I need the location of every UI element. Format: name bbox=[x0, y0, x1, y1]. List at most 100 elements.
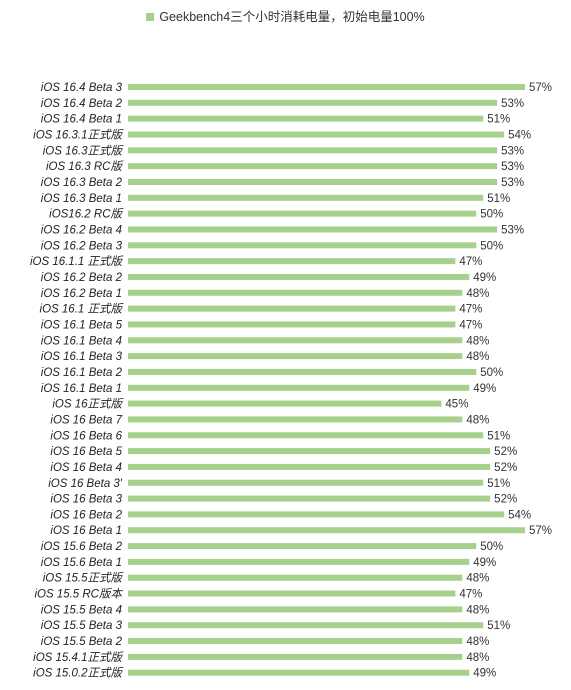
bar bbox=[128, 178, 498, 185]
category-label: iOS 16.2 Beta 2 bbox=[41, 272, 123, 284]
value-label: 51% bbox=[487, 478, 510, 490]
value-label: 53% bbox=[501, 177, 524, 189]
value-label: 52% bbox=[494, 462, 517, 474]
value-label: 48% bbox=[466, 288, 489, 300]
bar bbox=[128, 384, 470, 391]
category-label: iOS 16.1 Beta 5 bbox=[41, 319, 123, 331]
category-label: iOS 16.1.1 正式版 bbox=[30, 255, 125, 268]
category-label: iOS 16 Beta 5 bbox=[50, 446, 122, 458]
category-label: iOS 16 Beta 3' bbox=[48, 478, 123, 490]
bar bbox=[128, 194, 484, 201]
value-label: 52% bbox=[494, 494, 517, 506]
category-label: iOS 16.2 Beta 3 bbox=[41, 240, 123, 252]
value-label: 48% bbox=[466, 636, 489, 648]
value-label: 48% bbox=[466, 604, 489, 616]
value-label: 49% bbox=[473, 383, 496, 395]
value-label: 51% bbox=[487, 430, 510, 442]
category-label: iOS 16 Beta 4 bbox=[50, 462, 122, 474]
bar bbox=[128, 368, 477, 375]
value-label: 50% bbox=[480, 209, 503, 221]
bar bbox=[128, 527, 525, 534]
category-label: iOS 16.4 Beta 2 bbox=[41, 98, 123, 110]
category-label: iOS 16.1 Beta 4 bbox=[41, 335, 122, 347]
value-label: 49% bbox=[473, 272, 496, 284]
bar bbox=[128, 258, 456, 265]
bar bbox=[128, 147, 498, 154]
category-label: iOS 16.1 Beta 1 bbox=[41, 383, 122, 395]
bar bbox=[128, 606, 463, 613]
value-label: 53% bbox=[501, 145, 524, 157]
value-label: 49% bbox=[473, 668, 496, 680]
category-label: iOS 15.6 Beta 1 bbox=[41, 557, 122, 569]
bar bbox=[128, 289, 463, 296]
value-label: 57% bbox=[529, 82, 552, 94]
category-label: iOS 16 Beta 2 bbox=[50, 509, 122, 521]
bar bbox=[128, 574, 463, 581]
bar bbox=[128, 653, 463, 660]
value-label: 48% bbox=[466, 414, 489, 426]
category-label: iOS 16.1 Beta 2 bbox=[41, 367, 123, 379]
bar bbox=[128, 321, 456, 328]
bar bbox=[128, 242, 477, 249]
bar bbox=[128, 479, 484, 486]
value-label: 48% bbox=[466, 573, 489, 585]
category-label: iOS 15.5 Beta 2 bbox=[41, 636, 123, 648]
value-label: 49% bbox=[473, 557, 496, 569]
bar bbox=[128, 511, 505, 518]
category-label: iOS 16 Beta 3 bbox=[50, 494, 122, 506]
value-label: 52% bbox=[494, 446, 517, 458]
value-label: 50% bbox=[480, 541, 503, 553]
category-label: iOS 16.3 Beta 2 bbox=[41, 177, 123, 189]
value-label: 48% bbox=[466, 351, 489, 363]
value-label: 47% bbox=[459, 304, 482, 316]
value-label: 47% bbox=[459, 319, 482, 331]
category-label: iOS 15.5正式版 bbox=[43, 572, 125, 585]
category-label: iOS 16.3正式版 bbox=[43, 144, 125, 157]
bar bbox=[128, 226, 498, 233]
value-label: 50% bbox=[480, 367, 503, 379]
category-label: iOS 16.1 正式版 bbox=[40, 303, 125, 316]
category-label: iOS 15.4.1正式版 bbox=[33, 651, 124, 664]
value-label: 54% bbox=[508, 509, 531, 521]
bar bbox=[128, 84, 525, 90]
bar bbox=[128, 115, 484, 122]
bar bbox=[128, 463, 491, 470]
value-label: 47% bbox=[459, 256, 482, 268]
category-label: iOS 15.5 Beta 3 bbox=[41, 620, 123, 632]
value-label: 53% bbox=[501, 224, 524, 236]
bar bbox=[128, 543, 477, 550]
bar bbox=[128, 210, 477, 217]
bar bbox=[128, 448, 491, 455]
category-label: iOS 16 Beta 1 bbox=[50, 525, 122, 537]
category-label: iOS 16.3 RC版 bbox=[46, 160, 125, 173]
value-label: 53% bbox=[501, 161, 524, 173]
legend-label: Geekbench4三个小时消耗电量，初始电量100% bbox=[159, 10, 425, 24]
bar bbox=[128, 638, 463, 645]
bar bbox=[128, 99, 498, 106]
bar bbox=[128, 558, 470, 565]
bar bbox=[128, 337, 463, 344]
value-label: 48% bbox=[466, 335, 489, 347]
category-label: iOS 16 Beta 7 bbox=[50, 414, 122, 426]
bar bbox=[128, 305, 456, 312]
bar bbox=[128, 416, 463, 423]
value-label: 53% bbox=[501, 98, 524, 110]
category-label: iOS 16.3.1正式版 bbox=[33, 128, 124, 141]
chart-legend: Geekbench4三个小时消耗电量，初始电量100% bbox=[0, 6, 571, 25]
bar bbox=[128, 669, 470, 676]
bar bbox=[128, 590, 456, 597]
bar bbox=[128, 273, 470, 280]
category-label: iOS 16.2 Beta 4 bbox=[41, 224, 122, 236]
value-label: 54% bbox=[508, 129, 531, 141]
bar bbox=[128, 400, 442, 407]
category-label: iOS 15.5 RC版本 bbox=[34, 588, 123, 601]
bar bbox=[128, 353, 463, 360]
category-label: iOS 15.5 Beta 4 bbox=[41, 604, 122, 616]
category-label: iOS 16.4 Beta 1 bbox=[41, 114, 122, 126]
category-label: iOS 16 Beta 6 bbox=[50, 430, 122, 442]
value-label: 47% bbox=[459, 589, 482, 601]
bar bbox=[128, 432, 484, 439]
value-label: 50% bbox=[480, 240, 503, 252]
